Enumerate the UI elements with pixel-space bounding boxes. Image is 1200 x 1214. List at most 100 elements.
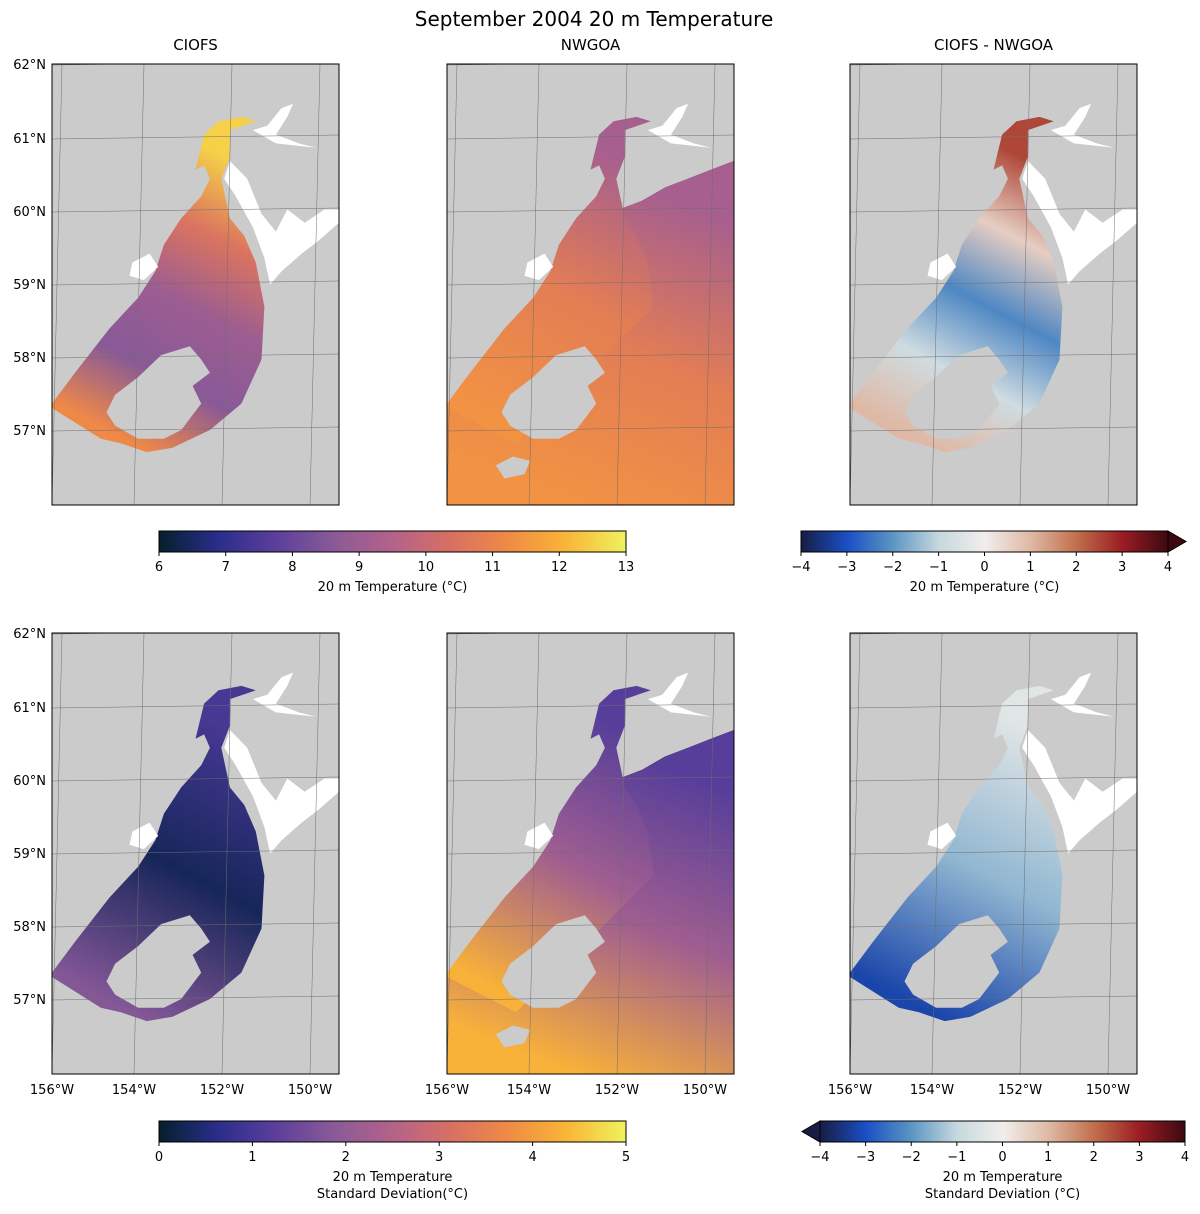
colorbar-1: 6 7 8 9 10 11 12 13 20 m Temperature (°C) [155,530,634,595]
map-panel-top-left: CIOFS 62°N 61°N 60°N 59°N 58°N 57°N [13,36,340,506]
panel-frame [51,632,340,1075]
colorbar-tick-label: 6 [155,560,163,575]
colorbar-label: Standard Deviation (°C) [925,1187,1080,1202]
unmodeled-water [647,103,711,148]
colorbar-tick-label: 1 [1044,1150,1052,1165]
colorbar-extend-max [1167,530,1187,553]
graticule-lon [1107,64,1119,505]
colorbar-tick-label: −3 [837,560,856,575]
colorbar-tick-label: 1 [248,1150,256,1165]
graticule-lon [704,64,716,505]
map-panel-bottom-middle: 156°W 154°W 152°W 150°W [425,632,735,1098]
graticule-lon [221,633,233,1074]
lat-tick-label: 58°N [13,351,46,366]
graticule-lat [850,280,1137,286]
graticule-lon [52,64,63,505]
colorbar-ramp [158,530,627,553]
unmodeled-water [1022,730,1137,854]
kodiak-island [106,346,210,439]
graticule-lat [52,776,339,782]
colorbar-tick-label: 2 [1090,1150,1098,1165]
colorbar-tick-label: 0 [980,560,988,575]
colorbar-ramp [800,530,1169,553]
graticule-lon [133,64,145,505]
graticule-lat [52,280,339,286]
island-group [898,456,934,479]
panel-frame [849,63,1138,506]
colorbar-tick-label: 7 [222,560,230,575]
inlet-field [52,116,265,453]
colorbar-extend-min [801,1120,821,1143]
graticule-lat [52,849,339,855]
graticule-lat [447,353,734,359]
colorbar-label: 20 m Temperature [333,1170,453,1185]
unmodeled-water [129,253,159,281]
graticule-lon [1019,64,1031,505]
graticule-lat [850,703,1137,709]
kodiak-island [501,915,605,1008]
graticule-lon [616,633,628,1074]
unmodeled-water [224,730,339,854]
unmodeled-water [1050,672,1114,717]
colorbar-label: Standard Deviation(°C) [317,1187,468,1202]
colorbar-tick-label: 4 [1164,560,1172,575]
colorbar-ramp [158,1120,627,1143]
graticule-lat [447,280,734,286]
graticule-lon [309,64,321,505]
graticule-lat [447,995,734,1001]
colorbar-tick-label: 11 [484,560,501,575]
graticule-lat [850,995,1137,1001]
lat-tick-label: 61°N [13,132,46,147]
panel-title: CIOFS - NWGOA [934,36,1054,54]
graticule-lat [447,134,734,140]
unmodeled-water [252,103,316,148]
graticule-lon [1107,633,1119,1074]
map-panel-top-right: CIOFS - NWGOA [849,36,1138,506]
lon-tick-label: 154°W [507,1083,551,1098]
graticule-lon [133,633,145,1074]
colorbar-tick-label: 9 [355,560,363,575]
inlet-field [850,685,1063,1022]
colorbar-tick-label: −2 [883,560,902,575]
graticule-lon [850,64,861,505]
lat-tick-label: 60°N [13,205,46,220]
graticule-lat [52,995,339,1001]
graticule-lat [52,922,339,928]
graticule-lon [616,64,628,505]
kodiak-island [501,346,605,439]
graticule-lon [221,64,233,505]
panel-title: NWGOA [561,36,621,54]
island-group [100,1025,136,1048]
colorbar-tick-label: −1 [947,1150,966,1165]
colorbar-tick-label: −2 [902,1150,921,1165]
lon-tick-label: 152°W [998,1083,1042,1098]
colorbar-tick-label: 8 [288,560,296,575]
graticule-lon [931,64,943,505]
lon-tick-label: 152°W [595,1083,639,1098]
lat-tick-label: 62°N [13,58,46,73]
map-panel-bottom-right: 156°W 154°W 152°W 150°W [828,632,1138,1098]
lon-tick-label: 156°W [425,1083,469,1098]
island-group [898,1025,934,1048]
unmodeled-water [224,161,339,285]
lat-tick-label: 61°N [13,701,46,716]
map-panel-top-middle: NWGOA [446,36,735,506]
colorbar-tick-label: 2 [342,1150,350,1165]
panel-title: CIOFS [173,36,218,54]
panel-frame [446,63,735,506]
graticule-lon [850,633,861,1074]
lat-tick-label: 57°N [13,424,46,439]
colorbar-tick-label: 2 [1072,560,1080,575]
inlet-field [850,116,1063,453]
graticule-lat [850,922,1137,928]
graticule-lat [850,207,1137,213]
colorbar-tick-label: −1 [929,560,948,575]
colorbar-tick-label: 5 [622,1150,630,1165]
colorbar-3: 0 1 2 3 4 5 20 m Temperature Standard Deviation… [155,1120,630,1202]
kodiak-island [904,915,1008,1008]
graticule-lat [850,353,1137,359]
island-group [100,456,136,479]
colorbar-tick-label: 3 [1118,560,1126,575]
graticule-lat [52,207,339,213]
